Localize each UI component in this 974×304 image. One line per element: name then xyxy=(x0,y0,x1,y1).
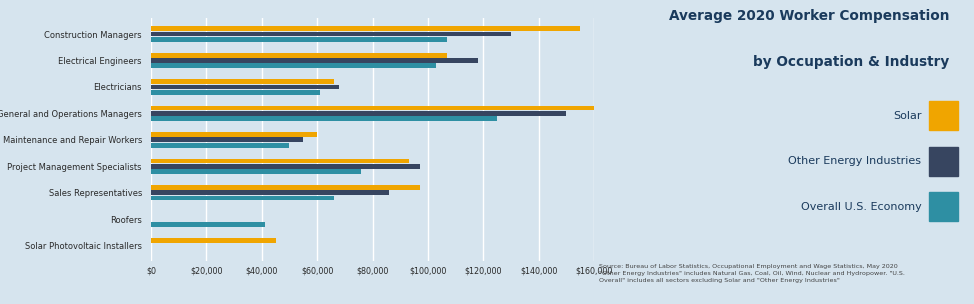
Bar xyxy=(151,132,318,137)
Bar xyxy=(151,37,447,42)
Bar xyxy=(151,79,334,84)
Bar xyxy=(151,64,436,68)
Bar xyxy=(151,116,497,121)
Bar xyxy=(151,85,339,89)
Text: Other Energy Industries: Other Energy Industries xyxy=(788,156,921,166)
Bar xyxy=(151,164,420,169)
Bar xyxy=(151,137,303,142)
Bar xyxy=(151,159,408,163)
Bar xyxy=(151,195,334,200)
Bar xyxy=(151,26,581,31)
Bar xyxy=(151,185,420,190)
Bar xyxy=(151,238,276,243)
Bar xyxy=(151,222,265,227)
Text: Average 2020 Worker Compensation: Average 2020 Worker Compensation xyxy=(669,9,950,23)
Bar xyxy=(151,190,390,195)
Text: Source: Bureau of Labor Statistics, Occupational Employment and Wage Statistics,: Source: Bureau of Labor Statistics, Occu… xyxy=(599,264,905,283)
Bar xyxy=(151,90,319,95)
Text: by Occupation & Industry: by Occupation & Industry xyxy=(754,55,950,69)
Bar xyxy=(151,111,567,116)
Bar xyxy=(151,58,478,63)
Bar xyxy=(151,169,361,174)
Text: Overall U.S. Economy: Overall U.S. Economy xyxy=(801,202,921,212)
Bar xyxy=(151,143,289,147)
Bar xyxy=(151,106,617,110)
Bar xyxy=(151,32,511,36)
Text: Solar: Solar xyxy=(893,111,921,120)
Bar xyxy=(151,53,447,58)
